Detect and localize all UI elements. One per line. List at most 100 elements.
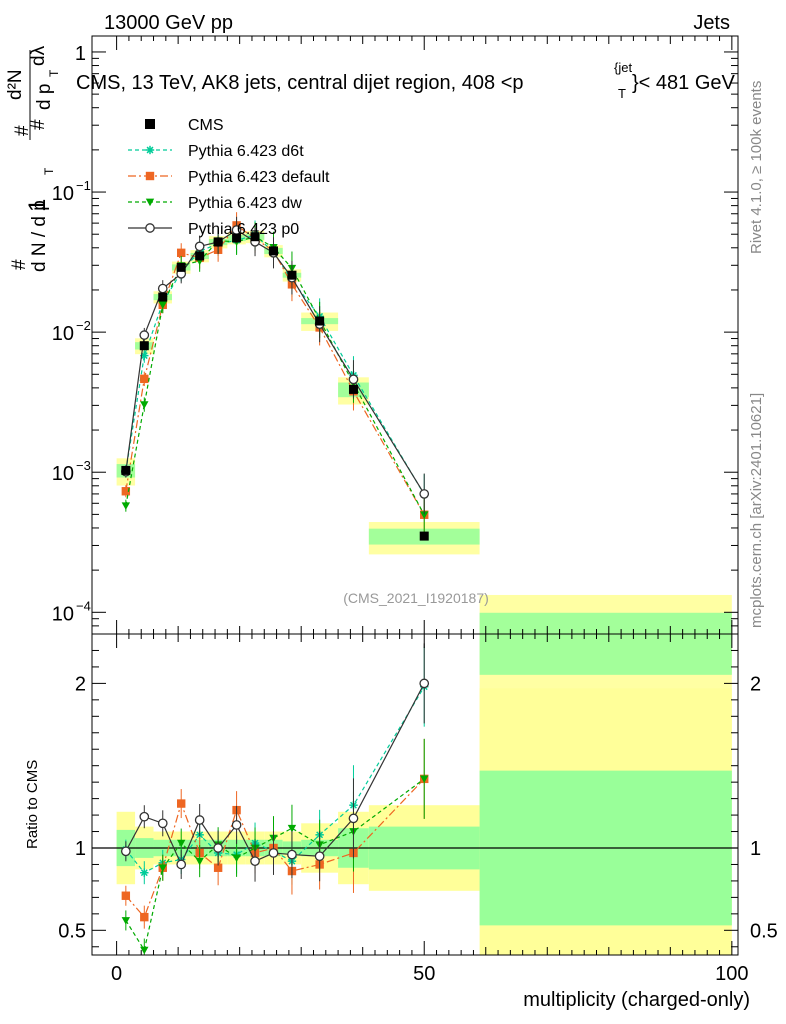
ratio-y-label: Ratio to CMS	[24, 760, 41, 849]
x-axis-label: multiplicity (charged-only)	[523, 989, 750, 1011]
data-point-9	[287, 270, 297, 280]
ylabel-den-sub: T	[47, 69, 61, 77]
ratio-series	[120, 643, 430, 955]
series-ratio-point-2-4	[195, 857, 204, 866]
series-ratio-point-1-0	[121, 891, 131, 900]
legend-label-0: CMS	[188, 117, 224, 134]
data-point-0	[121, 465, 131, 475]
series-ratio-point-1-5	[213, 863, 223, 872]
series-ratio-point-3-3	[176, 859, 187, 870]
ratio-tick-label-right-0: 2	[750, 673, 761, 695]
series-ratio-point-2-6	[232, 854, 241, 863]
rivet-label: Rivet 4.1.0, ≥ 100k events	[748, 81, 765, 254]
title-sub: T	[618, 86, 626, 101]
svg-text:CMS, 13 TeV, AK8 jets, central: CMS, 13 TeV, AK8 jets, central dijet reg…	[76, 72, 524, 94]
ylabel-num: d²N	[5, 69, 26, 100]
ylabel-one: 1	[24, 199, 51, 212]
data-point-1	[139, 341, 149, 351]
legend-label-4: Pythia 6.423 p0	[188, 221, 299, 238]
legend-item-2: Pythia 6.423 default	[128, 169, 330, 186]
legend-marker-3	[145, 198, 155, 207]
ratio-frame	[91, 633, 739, 956]
upper-data-points	[121, 232, 429, 541]
analysis-watermark: (CMS_2021_I1920187)	[343, 590, 489, 606]
series-upper-point-1-0	[121, 487, 131, 496]
upper-series	[120, 212, 430, 536]
series-ratio-point-2-12	[420, 775, 429, 784]
legend-label-3: Pythia 6.423 dw	[188, 195, 302, 212]
data-point-3	[176, 262, 186, 272]
upper-y-label: 1 # d N / d p T # d²N # d p T dλ	[5, 45, 61, 272]
legend-marker-0	[145, 119, 155, 129]
upper-band-inner-13	[479, 612, 732, 675]
axis-ticks	[92, 36, 738, 955]
title-tail: }< 481 GeV	[632, 72, 736, 94]
legend-marker-2	[145, 171, 155, 181]
y-tick-label-2: 10	[52, 323, 74, 345]
data-point-4	[195, 251, 205, 261]
energy-label: 13000 GeV pp	[104, 12, 233, 34]
y-tick-label-3: 10	[52, 463, 74, 485]
series-ratio-point-2-1	[140, 946, 149, 955]
data-point-11	[348, 384, 358, 394]
series-upper-line-1	[125, 224, 425, 516]
ratio-bands	[116, 688, 732, 955]
ylabel-den: d p	[34, 84, 55, 110]
x-tick-label-0: 0	[111, 963, 122, 985]
series-ratio-point-1-1	[140, 912, 149, 922]
series-ratio-point-3-9	[287, 849, 297, 860]
series-ratio-point-3-12	[419, 678, 430, 689]
ylabel-lead-hash: #	[9, 259, 30, 270]
ratio-tick-label-right-1: 1	[750, 838, 761, 860]
series-ratio-point-3-5	[213, 843, 223, 853]
series-ratio-point-2-2	[158, 864, 167, 872]
series-ratio-point-2-9	[287, 824, 297, 833]
legend-item-0: CMS	[145, 117, 224, 134]
data-point-5	[213, 237, 223, 247]
legend-label-2: Pythia 6.423 default	[188, 169, 330, 186]
series-ratio-point-3-7	[250, 856, 260, 867]
legend-item-3: Pythia 6.423 dw	[128, 195, 302, 212]
y-tick-exp-1: −1	[76, 178, 91, 193]
mcplots-label: mcplots.cern.ch [arXiv:2401.10621]	[748, 393, 765, 628]
series-ratio-point-3-8	[268, 848, 279, 858]
legend: CMS Pythia 6.423 d6t Pythia 6.423 default P…	[128, 117, 330, 238]
ylabel-left: d N / d p	[29, 200, 50, 272]
plot-frames	[91, 35, 739, 956]
series-upper-point-1-1	[140, 374, 149, 384]
data-point-2	[158, 292, 168, 302]
series-ratio-point-3-11	[348, 813, 359, 824]
series-upper-point-3-2	[157, 283, 168, 294]
series-upper-line-3	[125, 229, 425, 495]
y-tick-label-1: 10	[52, 183, 74, 205]
legend-marker-1	[145, 145, 155, 155]
series-upper-point-2-0	[121, 502, 131, 510]
ylabel-num-hash: #	[12, 125, 33, 136]
series-upper-line-0	[125, 234, 425, 495]
x-tick-label-100: 100	[715, 963, 748, 985]
legend-label-1: Pythia 6.423 d6t	[188, 143, 304, 160]
series-upper-point-2-1	[140, 401, 149, 409]
series-upper-point-1-3	[177, 248, 186, 258]
chart-title: CMS, 13 TeV, AK8 jets, central dijet reg…	[76, 60, 736, 101]
legend-item-4: Pythia 6.423 p0	[128, 221, 299, 238]
data-point-12	[419, 531, 429, 541]
ratio-tick-label-left-1: 1	[75, 838, 86, 860]
ylabel-den-post: dλ	[28, 45, 49, 66]
series-upper-line-2	[125, 236, 425, 516]
series-ratio-point-3-1	[139, 811, 150, 822]
series-upper-point-3-12	[419, 489, 430, 499]
y-tick-label-0: 1	[75, 43, 86, 65]
series-upper-point-3-4	[194, 241, 205, 252]
series-upper-point-3-11	[348, 374, 359, 385]
y-tick-exp-2: −2	[76, 318, 91, 333]
series-ratio-point-1-3	[177, 799, 186, 808]
series-ratio-point-3-4	[194, 815, 205, 825]
ratio-tick-label-right-2: 0.5	[750, 920, 778, 942]
series-ratio-point-2-0	[121, 917, 131, 925]
series-upper-point-3-1	[139, 330, 150, 340]
series-ratio-point-2-3	[177, 839, 186, 848]
y-tick-label-4: 10	[52, 603, 74, 625]
